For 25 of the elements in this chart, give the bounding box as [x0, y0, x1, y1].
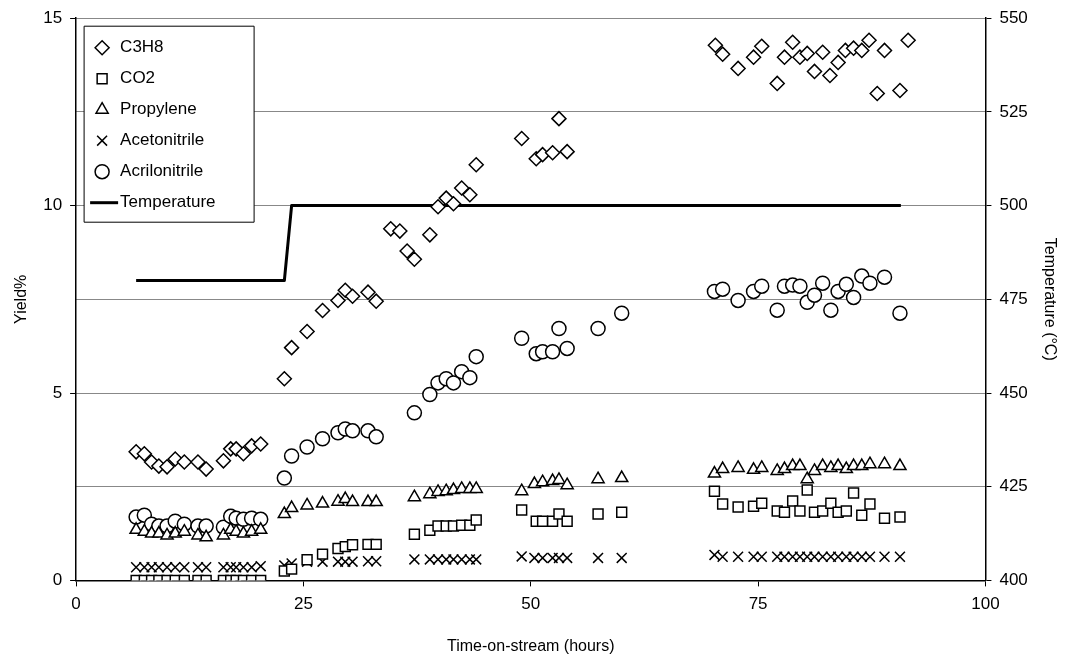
- y-axis-title: Yield%: [12, 274, 30, 324]
- y2-tick-label: 475: [999, 288, 1028, 308]
- x-tick-label: 50: [521, 594, 541, 614]
- y2-tick-label: 400: [999, 570, 1028, 590]
- y2-tick-label: 500: [999, 195, 1028, 215]
- x-tick-label: 0: [71, 594, 81, 614]
- y2-tick-label: 550: [999, 7, 1028, 27]
- x-tick-label: 75: [748, 594, 768, 614]
- x-axis-title: Time-on-stream (hours): [447, 636, 615, 654]
- legend-label: Acrilonitrile: [120, 161, 204, 181]
- x-tick-label: 100: [971, 594, 1000, 614]
- legend-label: Temperature: [120, 192, 216, 212]
- legend-label: Acetonitrile: [120, 130, 205, 150]
- legend-label: C3H8: [120, 37, 164, 57]
- y2-axis-title: Temperature (°C): [1041, 237, 1059, 361]
- legend-label: CO2: [120, 68, 156, 88]
- y-tick-label: 10: [43, 195, 63, 215]
- y-tick-label: 15: [43, 7, 63, 27]
- y2-tick-label: 525: [999, 101, 1028, 121]
- y2-tick-label: 425: [999, 476, 1028, 496]
- y-tick-label: 5: [52, 382, 63, 402]
- y2-tick-label: 450: [999, 382, 1028, 402]
- legend-label: Propylene: [120, 99, 197, 119]
- y-tick-label: 0: [52, 570, 63, 590]
- x-tick-label: 25: [293, 594, 313, 614]
